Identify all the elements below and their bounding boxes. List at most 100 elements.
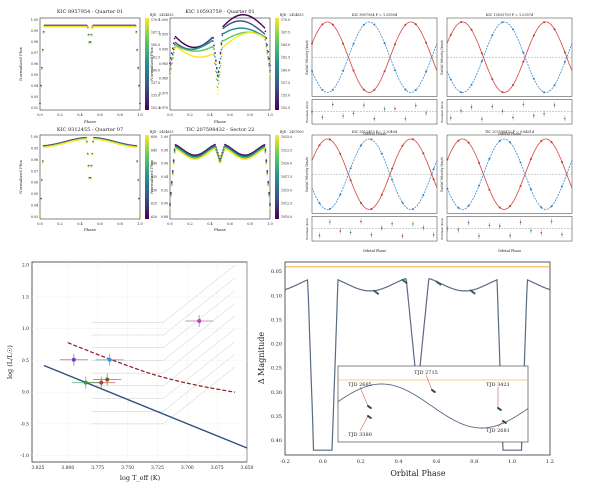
lc1-dots-point <box>41 68 43 70</box>
lc2-dots-xtick: 0.2 <box>187 113 193 117</box>
lc2-dots-point <box>216 71 218 74</box>
lc4-dots-point <box>172 174 174 176</box>
lc2-dots-point <box>172 42 175 45</box>
orbital-lightcurve: -0.2 0.0 0.2 0.4 0.6 0.8 1.0 1.2 0.05 0.10 0.15 0.2… <box>257 261 554 478</box>
rv-primary-point <box>311 42 313 45</box>
rv-secondary-point <box>425 70 428 73</box>
om-xtick: 0.0 <box>319 459 327 465</box>
om-xtick: -0.2 <box>280 459 290 465</box>
rv-primary-point <box>352 69 355 72</box>
lc2-dots-point <box>264 40 267 42</box>
lc1-dots-ytick: 0.97 <box>31 51 38 55</box>
om-xtick: 0.8 <box>470 459 478 465</box>
lc2-dots-point <box>212 53 214 56</box>
lc2-data: 0.0 0.2 0.4 0.6 0.8 1.0 1.000 0.995 0.990 0.985 0.… <box>159 13 304 117</box>
lc3-dots-point <box>138 199 140 201</box>
om-inset-point <box>369 407 372 409</box>
rv-primary-point <box>394 43 396 46</box>
rv-secondary-point <box>470 83 473 86</box>
lc4-dots-point <box>215 150 217 152</box>
lc3-dots-ytick: 0.99 <box>31 146 38 150</box>
rv-secondary-point <box>561 185 563 188</box>
hr-points <box>59 315 214 389</box>
rv-primary-point <box>414 23 417 26</box>
lc1-dots-xtick: 0.4 <box>77 113 83 117</box>
rv-primary-point <box>321 23 324 26</box>
rv-primary-point <box>432 178 435 181</box>
rv-secondary-point <box>529 188 532 191</box>
rv-primary-point <box>331 23 334 26</box>
lc1-colorbar <box>145 18 149 110</box>
lc1-title: KIC 8957954 - Quarter 01 <box>57 9 123 15</box>
lc4-dots-cbar-tick: 1920.0 <box>281 162 292 166</box>
lc3-dots-point <box>40 199 42 201</box>
rv-primary-point <box>349 179 352 182</box>
om-ytick: 0.35 <box>271 414 282 420</box>
om-xtick: 1.0 <box>508 459 516 465</box>
om-inset-label: TJD 2685 <box>348 382 372 388</box>
lc-panel-1: KIC 8957954 - Quarter 01 Phase Normalize… <box>18 9 173 124</box>
lc2-dots-point <box>269 73 271 75</box>
rv-primary-point <box>480 52 483 55</box>
lc2-title: KIC 10593759 - Quarter 01 <box>185 9 254 15</box>
om-inset-frame <box>337 365 529 443</box>
lc2-dots-point <box>220 43 223 46</box>
rv-secondary-point <box>370 138 373 141</box>
rv-secondary-point <box>512 28 514 31</box>
rv-xlabel: Orbital Phase <box>363 132 386 136</box>
lc4-dots-point <box>170 196 172 198</box>
rv-ylabel: Radial Velocity (km/s) <box>305 157 309 192</box>
lc4-dots-xtick: 1.0 <box>267 222 273 226</box>
lc2-dots-point <box>218 61 221 63</box>
lc3-dots-point <box>139 215 141 218</box>
lc3-dots-point <box>89 178 92 180</box>
om-ytick: 0.10 <box>271 293 282 299</box>
rv-primary-point <box>380 193 383 196</box>
lc2-dots-ytick: 0.995 <box>159 33 168 37</box>
lc2-dots-point <box>268 63 270 65</box>
rv-primary-point <box>373 88 376 91</box>
lc2-dots-point <box>169 62 171 64</box>
lc1-dots-cbar-tick: 155.0 <box>151 93 160 97</box>
rv-primary-point <box>318 144 321 147</box>
lc3-colorbar <box>145 135 149 219</box>
lc4-dots-point <box>221 156 224 158</box>
lc3-dots-ytick: 1.00 <box>31 135 38 139</box>
om-inset-label: TJD 2715 <box>414 370 438 376</box>
rv-secondary-point <box>543 91 546 94</box>
lc3-dots-xtick: 0.6 <box>97 222 103 226</box>
om-inset-point <box>504 422 507 424</box>
rv-secondary-point <box>339 193 342 196</box>
lc2-dots-point <box>219 65 222 67</box>
rv-primary-point <box>550 141 553 144</box>
lc2-dots-point <box>216 93 219 95</box>
hr-ylabel: log (L/L☉) <box>6 345 14 379</box>
hr-track <box>91 366 236 425</box>
lc2-dots-point <box>216 86 219 89</box>
lc1-dots-point <box>139 104 141 106</box>
lc1-dots-point <box>42 32 45 35</box>
hr-point <box>107 357 112 362</box>
rv-resid-frame <box>446 99 573 125</box>
lc4-dots-point <box>217 158 220 161</box>
lc3-dots-cbar-tick: 630 <box>151 188 157 192</box>
hr-track <box>91 265 236 323</box>
lc2-dots-point <box>266 49 269 52</box>
lc3-dots-point <box>86 154 89 156</box>
lc2-dots-cbar-tick: 160.0 <box>281 68 290 72</box>
lc4-data: 0.0 0.2 0.4 0.6 0.8 1.0 1.00 0.98 0.96 0.94 0.92 0.… <box>161 130 304 226</box>
lc4-dots-point <box>263 148 266 150</box>
lc2-dots-xtick: 0.8 <box>247 113 253 117</box>
rv-secondary-point <box>488 157 491 160</box>
om-ytick: 0.20 <box>271 342 282 348</box>
lc2-dots-point <box>218 67 221 69</box>
lc1-dots-point <box>137 68 139 70</box>
lc2-dots-xtick: 0.4 <box>207 113 213 117</box>
lc4-dots-xtick: 0.8 <box>247 222 253 226</box>
rv-primary-point <box>512 84 514 86</box>
lc4-dots-cbar-tick: 1925.0 <box>281 135 292 139</box>
rv-secondary-point <box>342 69 345 72</box>
hr-grid <box>32 262 248 462</box>
rv-top-frame <box>311 17 438 97</box>
